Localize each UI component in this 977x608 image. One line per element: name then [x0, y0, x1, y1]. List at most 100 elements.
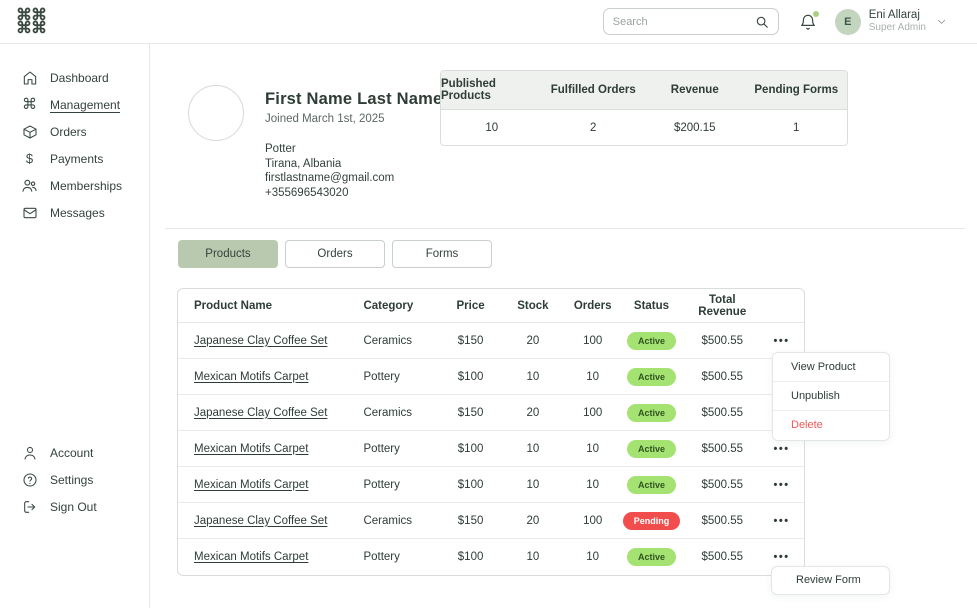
product-price: $150 [443, 515, 498, 527]
menu-item-unpublish[interactable]: Unpublish [773, 382, 889, 411]
notifications-button[interactable] [799, 13, 817, 31]
user-menu[interactable]: E Eni Allaraj Super Admin [835, 9, 947, 35]
stat-header: Pending Forms [746, 71, 848, 109]
product-revenue: $500.55 [685, 407, 759, 419]
status-badge: Active [627, 476, 676, 494]
sidebar-item-signout[interactable]: Sign Out [0, 493, 149, 520]
tab-orders[interactable]: Orders [285, 240, 385, 268]
table-row: Mexican Motifs Carpet Pottery $100 10 10… [178, 359, 804, 395]
sidebar-item-settings[interactable]: Settings [0, 466, 149, 493]
chevron-down-icon[interactable] [936, 16, 947, 27]
profile-joined-date: Joined March 1st, 2025 [265, 113, 385, 125]
product-revenue: $500.55 [685, 479, 759, 491]
sidebar-item-label: Orders [50, 125, 87, 139]
product-stock: 10 [498, 479, 568, 491]
product-link[interactable]: Mexican Motifs Carpet [194, 551, 308, 563]
stat-header: Published Products [441, 71, 543, 109]
avatar: E [835, 9, 861, 35]
product-orders: 10 [568, 479, 618, 491]
column-header: Status [618, 300, 686, 312]
product-revenue: $500.55 [685, 551, 759, 563]
sidebar-item-messages[interactable]: Messages [0, 199, 149, 226]
row-menu-button[interactable]: ••• [774, 443, 790, 455]
product-price: $150 [443, 335, 498, 347]
top-bar: ⌘⌘ ⌘⌘ E Eni Allaraj Super [0, 0, 977, 44]
column-header: Orders [568, 300, 618, 312]
mail-icon [21, 204, 38, 221]
home-icon [21, 69, 38, 86]
search-icon [755, 15, 769, 29]
row-menu-button[interactable]: ••• [774, 515, 790, 527]
product-link[interactable]: Japanese Clay Coffee Set [194, 515, 327, 527]
sidebar-item-label: Settings [50, 473, 93, 487]
product-revenue: $500.55 [685, 371, 759, 383]
product-category: Ceramics [363, 407, 443, 419]
product-stock: 20 [498, 515, 568, 527]
table-row: Japanese Clay Coffee Set Ceramics $150 2… [178, 503, 804, 539]
status-badge: Active [627, 548, 676, 566]
sidebar-item-memberships[interactable]: Memberships [0, 172, 149, 199]
table-header-row: Product Name Category Price Stock Orders… [178, 289, 804, 323]
row-menu-button[interactable]: ••• [774, 335, 790, 347]
product-link[interactable]: Japanese Clay Coffee Set [194, 335, 327, 347]
column-header: Stock [498, 300, 568, 312]
user-name: Eni Allaraj [869, 9, 926, 23]
stats-card: Published Products Fulfilled Orders Reve… [440, 70, 848, 146]
tab-forms[interactable]: Forms [392, 240, 492, 268]
sidebar-item-dashboard[interactable]: Dashboard [0, 64, 149, 91]
product-revenue: $500.55 [685, 443, 759, 455]
status-badge: Pending [623, 512, 681, 530]
product-stock: 20 [498, 335, 568, 347]
profile-email: firstlastname@gmail.com [265, 171, 394, 186]
product-price: $100 [443, 479, 498, 491]
table-row: Mexican Motifs Carpet Pottery $100 10 10… [178, 467, 804, 503]
product-price: $100 [443, 551, 498, 563]
sidebar-item-label: Management [50, 98, 120, 112]
status-badge: Active [627, 368, 676, 386]
product-link[interactable]: Mexican Motifs Carpet [194, 479, 308, 491]
section-divider [165, 228, 965, 229]
sidebar-item-management[interactable]: ⌘ Management [0, 91, 149, 118]
product-price: $100 [443, 371, 498, 383]
product-stock: 10 [498, 551, 568, 563]
menu-item-review-form[interactable]: Review Form [772, 567, 889, 594]
products-table: Product Name Category Price Stock Orders… [177, 288, 805, 576]
profile-avatar [188, 85, 244, 141]
profile-name: First Name Last Name [265, 90, 442, 109]
package-icon [21, 123, 38, 140]
product-category: Pottery [363, 371, 443, 383]
row-menu-button[interactable]: ••• [774, 479, 790, 491]
product-link[interactable]: Mexican Motifs Carpet [194, 443, 308, 455]
product-stock: 10 [498, 371, 568, 383]
table-row: Japanese Clay Coffee Set Ceramics $150 2… [178, 323, 804, 359]
menu-item-view-product[interactable]: View Product [773, 353, 889, 382]
menu-item-delete[interactable]: Delete [773, 411, 889, 440]
product-link[interactable]: Japanese Clay Coffee Set [194, 407, 327, 419]
user-icon [21, 444, 38, 461]
search-box[interactable] [603, 8, 779, 35]
sidebar-item-label: Account [50, 446, 93, 460]
sidebar-item-account[interactable]: Account [0, 439, 149, 466]
product-orders: 10 [568, 551, 618, 563]
command-icon: ⌘ [21, 96, 38, 113]
product-link[interactable]: Mexican Motifs Carpet [194, 371, 308, 383]
sidebar: Dashboard ⌘ Management Orders $ Payments [0, 44, 150, 608]
stat-value: 1 [746, 110, 848, 145]
sidebar-item-label: Sign Out [50, 500, 97, 514]
tab-products[interactable]: Products [178, 240, 278, 268]
notification-badge [812, 10, 820, 18]
sidebar-item-label: Payments [50, 152, 103, 166]
dollar-icon: $ [21, 150, 38, 167]
product-category: Ceramics [363, 515, 443, 527]
row-menu-button[interactable]: ••• [774, 551, 790, 563]
tab-bar: Products Orders Forms [178, 240, 492, 268]
profile-details: Potter Tirana, Albania firstlastname@gma… [265, 142, 394, 200]
column-header: Price [443, 300, 498, 312]
sidebar-item-orders[interactable]: Orders [0, 118, 149, 145]
product-category: Pottery [363, 551, 443, 563]
product-price: $150 [443, 407, 498, 419]
sidebar-item-payments[interactable]: $ Payments [0, 145, 149, 172]
app-logo[interactable]: ⌘⌘ ⌘⌘ [16, 9, 46, 35]
help-circle-icon [21, 471, 38, 488]
search-input[interactable] [613, 16, 755, 28]
